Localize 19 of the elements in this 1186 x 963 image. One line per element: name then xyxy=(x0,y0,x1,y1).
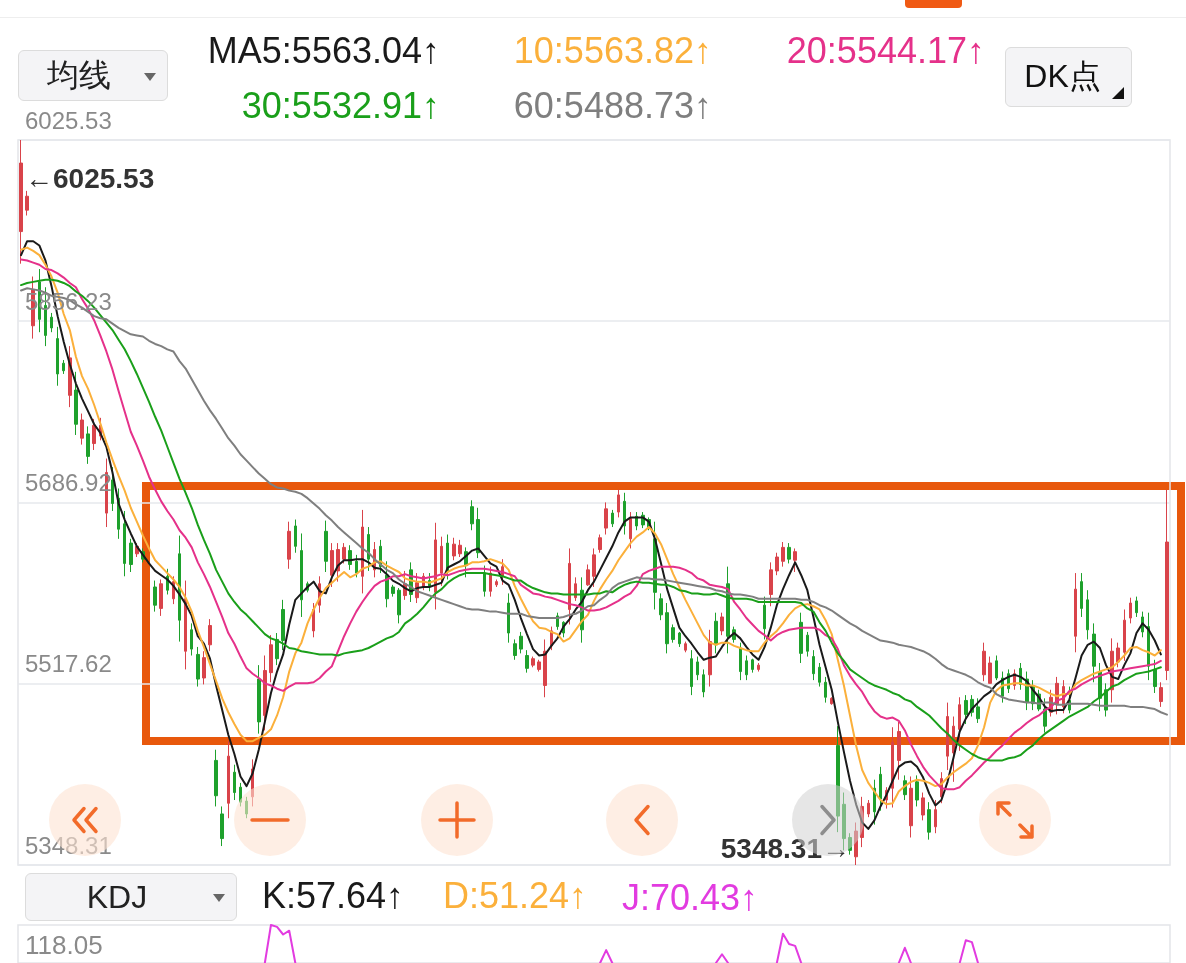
annotation: ←6025.53 xyxy=(25,162,155,194)
legend-title: 均线 xyxy=(46,55,112,95)
text: 10:5563.82↑ xyxy=(513,29,713,71)
annotation: 118.05 xyxy=(25,930,103,960)
annotation: 5348.31→ xyxy=(720,832,851,864)
text: 30:5532.91↑ xyxy=(241,84,441,126)
text: 20:5544.17↑ xyxy=(786,29,986,71)
legend-title: KDJ xyxy=(85,877,149,917)
dropdown[interactable]: KDJ xyxy=(25,873,237,921)
y-tick-label: 5517.62 xyxy=(25,650,112,678)
toggle-button[interactable]: DK点 xyxy=(1005,47,1132,107)
dropdown[interactable]: 均线 xyxy=(18,50,168,101)
y-tick-label: 6025.53 xyxy=(25,106,112,134)
text: 60:5488.73↑ xyxy=(513,84,713,126)
text: MA5:5563.04↑ xyxy=(207,29,440,71)
text: K:57.64↑ xyxy=(262,874,405,916)
series-label: J:70.43↑ xyxy=(622,876,759,918)
text: D:51.24↑ xyxy=(443,874,588,916)
y-tick-label: 5348.31 xyxy=(25,831,112,859)
